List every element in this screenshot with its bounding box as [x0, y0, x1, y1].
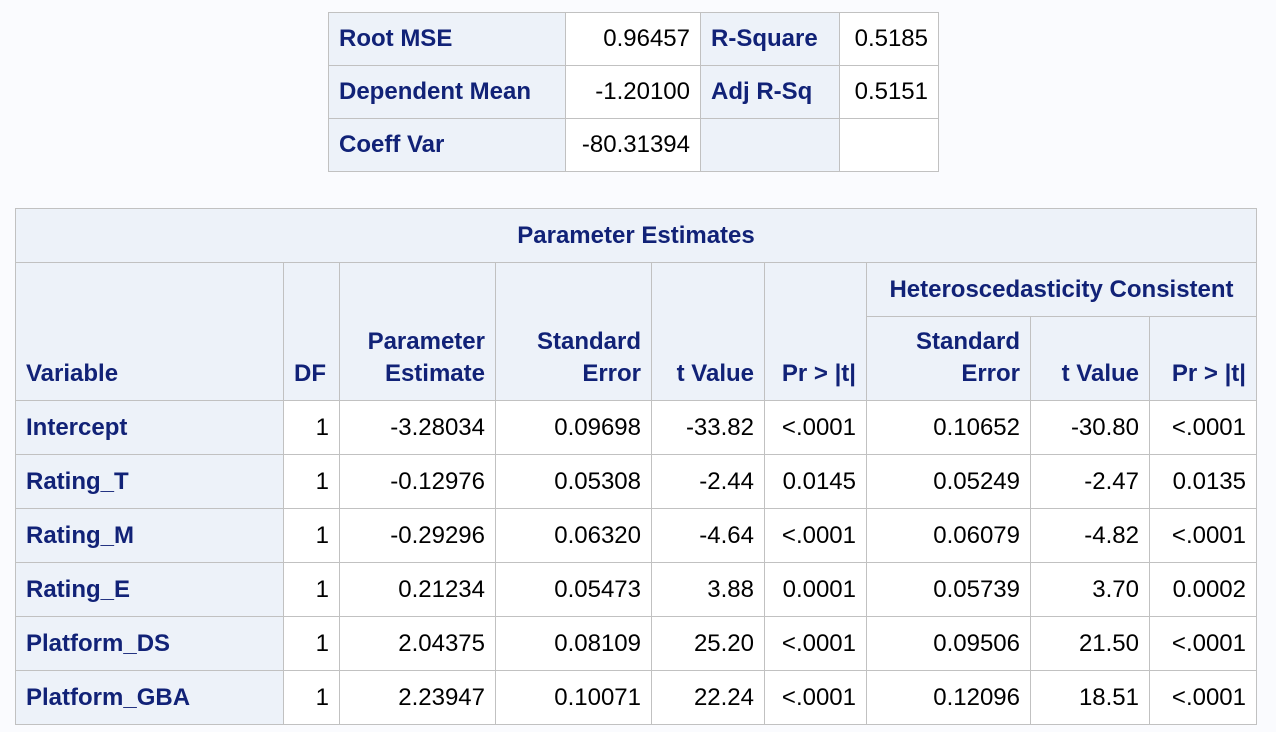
cell-hc-p-value: 0.0135	[1149, 454, 1257, 509]
cell-hc-t-value: -30.80	[1030, 400, 1150, 455]
cell-hc-p-value: <.0001	[1149, 508, 1257, 563]
fit-stat-value: 0.96457	[565, 12, 701, 66]
fit-stat-value: -1.20100	[565, 65, 701, 119]
table-row: Rating_M 1 -0.29296 0.06320 -4.64 <.0001 0.060…	[15, 508, 1257, 563]
table-title: Parameter Estimates	[15, 208, 1257, 263]
fit-statistics-table: Root MSE 0.96457 R-Square 0.5185 Dependent M…	[328, 12, 939, 172]
cell-parameter-estimate: 2.23947	[339, 670, 496, 725]
fit-stat-label: R-Square	[700, 12, 840, 66]
header-line: Error	[582, 360, 641, 387]
cell-hc-standard-error: 0.10652	[866, 400, 1031, 455]
column-header-parameter-estimate: Parameter Estimate	[339, 262, 496, 401]
cell-hc-standard-error: 0.06079	[866, 508, 1031, 563]
cell-parameter-estimate: -3.28034	[339, 400, 496, 455]
table-row: Platform_DS 1 2.04375 0.08109 25.20 <.0001 0.0…	[15, 616, 1257, 671]
parameter-estimates-header: Parameter Estimates Variable DF Paramete…	[15, 208, 1257, 401]
cell-t-value: -4.64	[651, 508, 765, 563]
cell-t-value: 25.20	[651, 616, 765, 671]
fit-stat-label: Dependent Mean	[328, 65, 566, 119]
cell-t-value: 22.24	[651, 670, 765, 725]
header-line: Parameter	[367, 328, 485, 355]
cell-df: 1	[283, 400, 340, 455]
fit-stat-label: Root MSE	[328, 12, 566, 66]
cell-df: 1	[283, 616, 340, 671]
column-header-variable: Variable	[15, 262, 284, 401]
table-row: Platform_GBA 1 2.23947 0.10071 22.24 <.0001 0.…	[15, 670, 1257, 725]
table-row: Intercept 1 -3.28034 0.09698 -33.82 <.0001 0.1…	[15, 400, 1257, 455]
cell-hc-standard-error: 0.09506	[866, 616, 1031, 671]
cell-hc-p-value: <.0001	[1149, 400, 1257, 455]
cell-hc-standard-error: 0.05249	[866, 454, 1031, 509]
cell-hc-t-value: 3.70	[1030, 562, 1150, 617]
column-header-df: DF	[283, 262, 340, 401]
fit-stat-label	[700, 118, 840, 172]
cell-parameter-estimate: 0.21234	[339, 562, 496, 617]
column-header-hc-p-value: Pr > |t|	[1149, 316, 1257, 401]
fit-statistics-body: Root MSE 0.96457 R-Square 0.5185 Dependent M…	[328, 12, 939, 172]
cell-hc-p-value: <.0001	[1149, 670, 1257, 725]
fit-statistics-row: Coeff Var -80.31394	[328, 118, 939, 172]
cell-parameter-estimate: 2.04375	[339, 616, 496, 671]
cell-df: 1	[283, 562, 340, 617]
fit-stat-value	[839, 118, 939, 172]
fit-stat-label: Coeff Var	[328, 118, 566, 172]
cell-variable: Rating_T	[15, 454, 284, 509]
cell-variable: Intercept	[15, 400, 284, 455]
cell-p-value: <.0001	[764, 508, 867, 563]
column-header-hc-t-value: t Value	[1030, 316, 1150, 401]
cell-hc-t-value: -2.47	[1030, 454, 1150, 509]
table-row: Rating_E 1 0.21234 0.05473 3.88 0.0001 0.05739…	[15, 562, 1257, 617]
cell-hc-standard-error: 0.05739	[866, 562, 1031, 617]
fit-statistics-row: Dependent Mean -1.20100 Adj R-Sq 0.5151	[328, 65, 939, 119]
fit-stat-value: 0.5185	[839, 12, 939, 66]
cell-parameter-estimate: -0.12976	[339, 454, 496, 509]
cell-p-value: <.0001	[764, 616, 867, 671]
parameter-estimates-body: Intercept 1 -3.28034 0.09698 -33.82 <.0001 0.1…	[15, 400, 1257, 725]
cell-standard-error: 0.10071	[495, 670, 652, 725]
cell-hc-standard-error: 0.12096	[866, 670, 1031, 725]
fit-stat-label: Adj R-Sq	[700, 65, 840, 119]
cell-hc-t-value: 18.51	[1030, 670, 1150, 725]
cell-hc-t-value: -4.82	[1030, 508, 1150, 563]
cell-variable: Rating_E	[15, 562, 284, 617]
cell-variable: Rating_M	[15, 508, 284, 563]
table-row: Rating_T 1 -0.12976 0.05308 -2.44 0.0145 0.052…	[15, 454, 1257, 509]
cell-variable: Platform_GBA	[15, 670, 284, 725]
cell-hc-p-value: 0.0002	[1149, 562, 1257, 617]
cell-standard-error: 0.08109	[495, 616, 652, 671]
column-header-p-value: Pr > |t|	[764, 262, 867, 401]
cell-standard-error: 0.05473	[495, 562, 652, 617]
cell-p-value: 0.0145	[764, 454, 867, 509]
column-group-heteroscedasticity-consistent: Heteroscedasticity Consistent	[866, 262, 1257, 317]
cell-standard-error: 0.05308	[495, 454, 652, 509]
header-line: Error	[961, 360, 1020, 387]
header-line: Estimate	[384, 360, 485, 387]
cell-p-value: <.0001	[764, 400, 867, 455]
header-line: Standard	[915, 328, 1020, 355]
cell-t-value: -2.44	[651, 454, 765, 509]
cell-hc-p-value: <.0001	[1149, 616, 1257, 671]
header-line: Standard	[536, 328, 641, 355]
cell-df: 1	[283, 454, 340, 509]
cell-t-value: 3.88	[651, 562, 765, 617]
cell-hc-t-value: 21.50	[1030, 616, 1150, 671]
cell-standard-error: 0.09698	[495, 400, 652, 455]
cell-p-value: 0.0001	[764, 562, 867, 617]
column-header-hc-standard-error: Standard Error	[866, 316, 1031, 401]
cell-standard-error: 0.06320	[495, 508, 652, 563]
cell-parameter-estimate: -0.29296	[339, 508, 496, 563]
fit-statistics-row: Root MSE 0.96457 R-Square 0.5185	[328, 12, 939, 66]
cell-df: 1	[283, 508, 340, 563]
fit-stat-value: 0.5151	[839, 65, 939, 119]
column-header-t-value: t Value	[651, 262, 765, 401]
parameter-estimates-table: Parameter Estimates Variable DF Paramete…	[15, 208, 1257, 725]
cell-t-value: -33.82	[651, 400, 765, 455]
column-header-standard-error: Standard Error	[495, 262, 652, 401]
fit-stat-value: -80.31394	[565, 118, 701, 172]
cell-df: 1	[283, 670, 340, 725]
cell-variable: Platform_DS	[15, 616, 284, 671]
cell-p-value: <.0001	[764, 670, 867, 725]
